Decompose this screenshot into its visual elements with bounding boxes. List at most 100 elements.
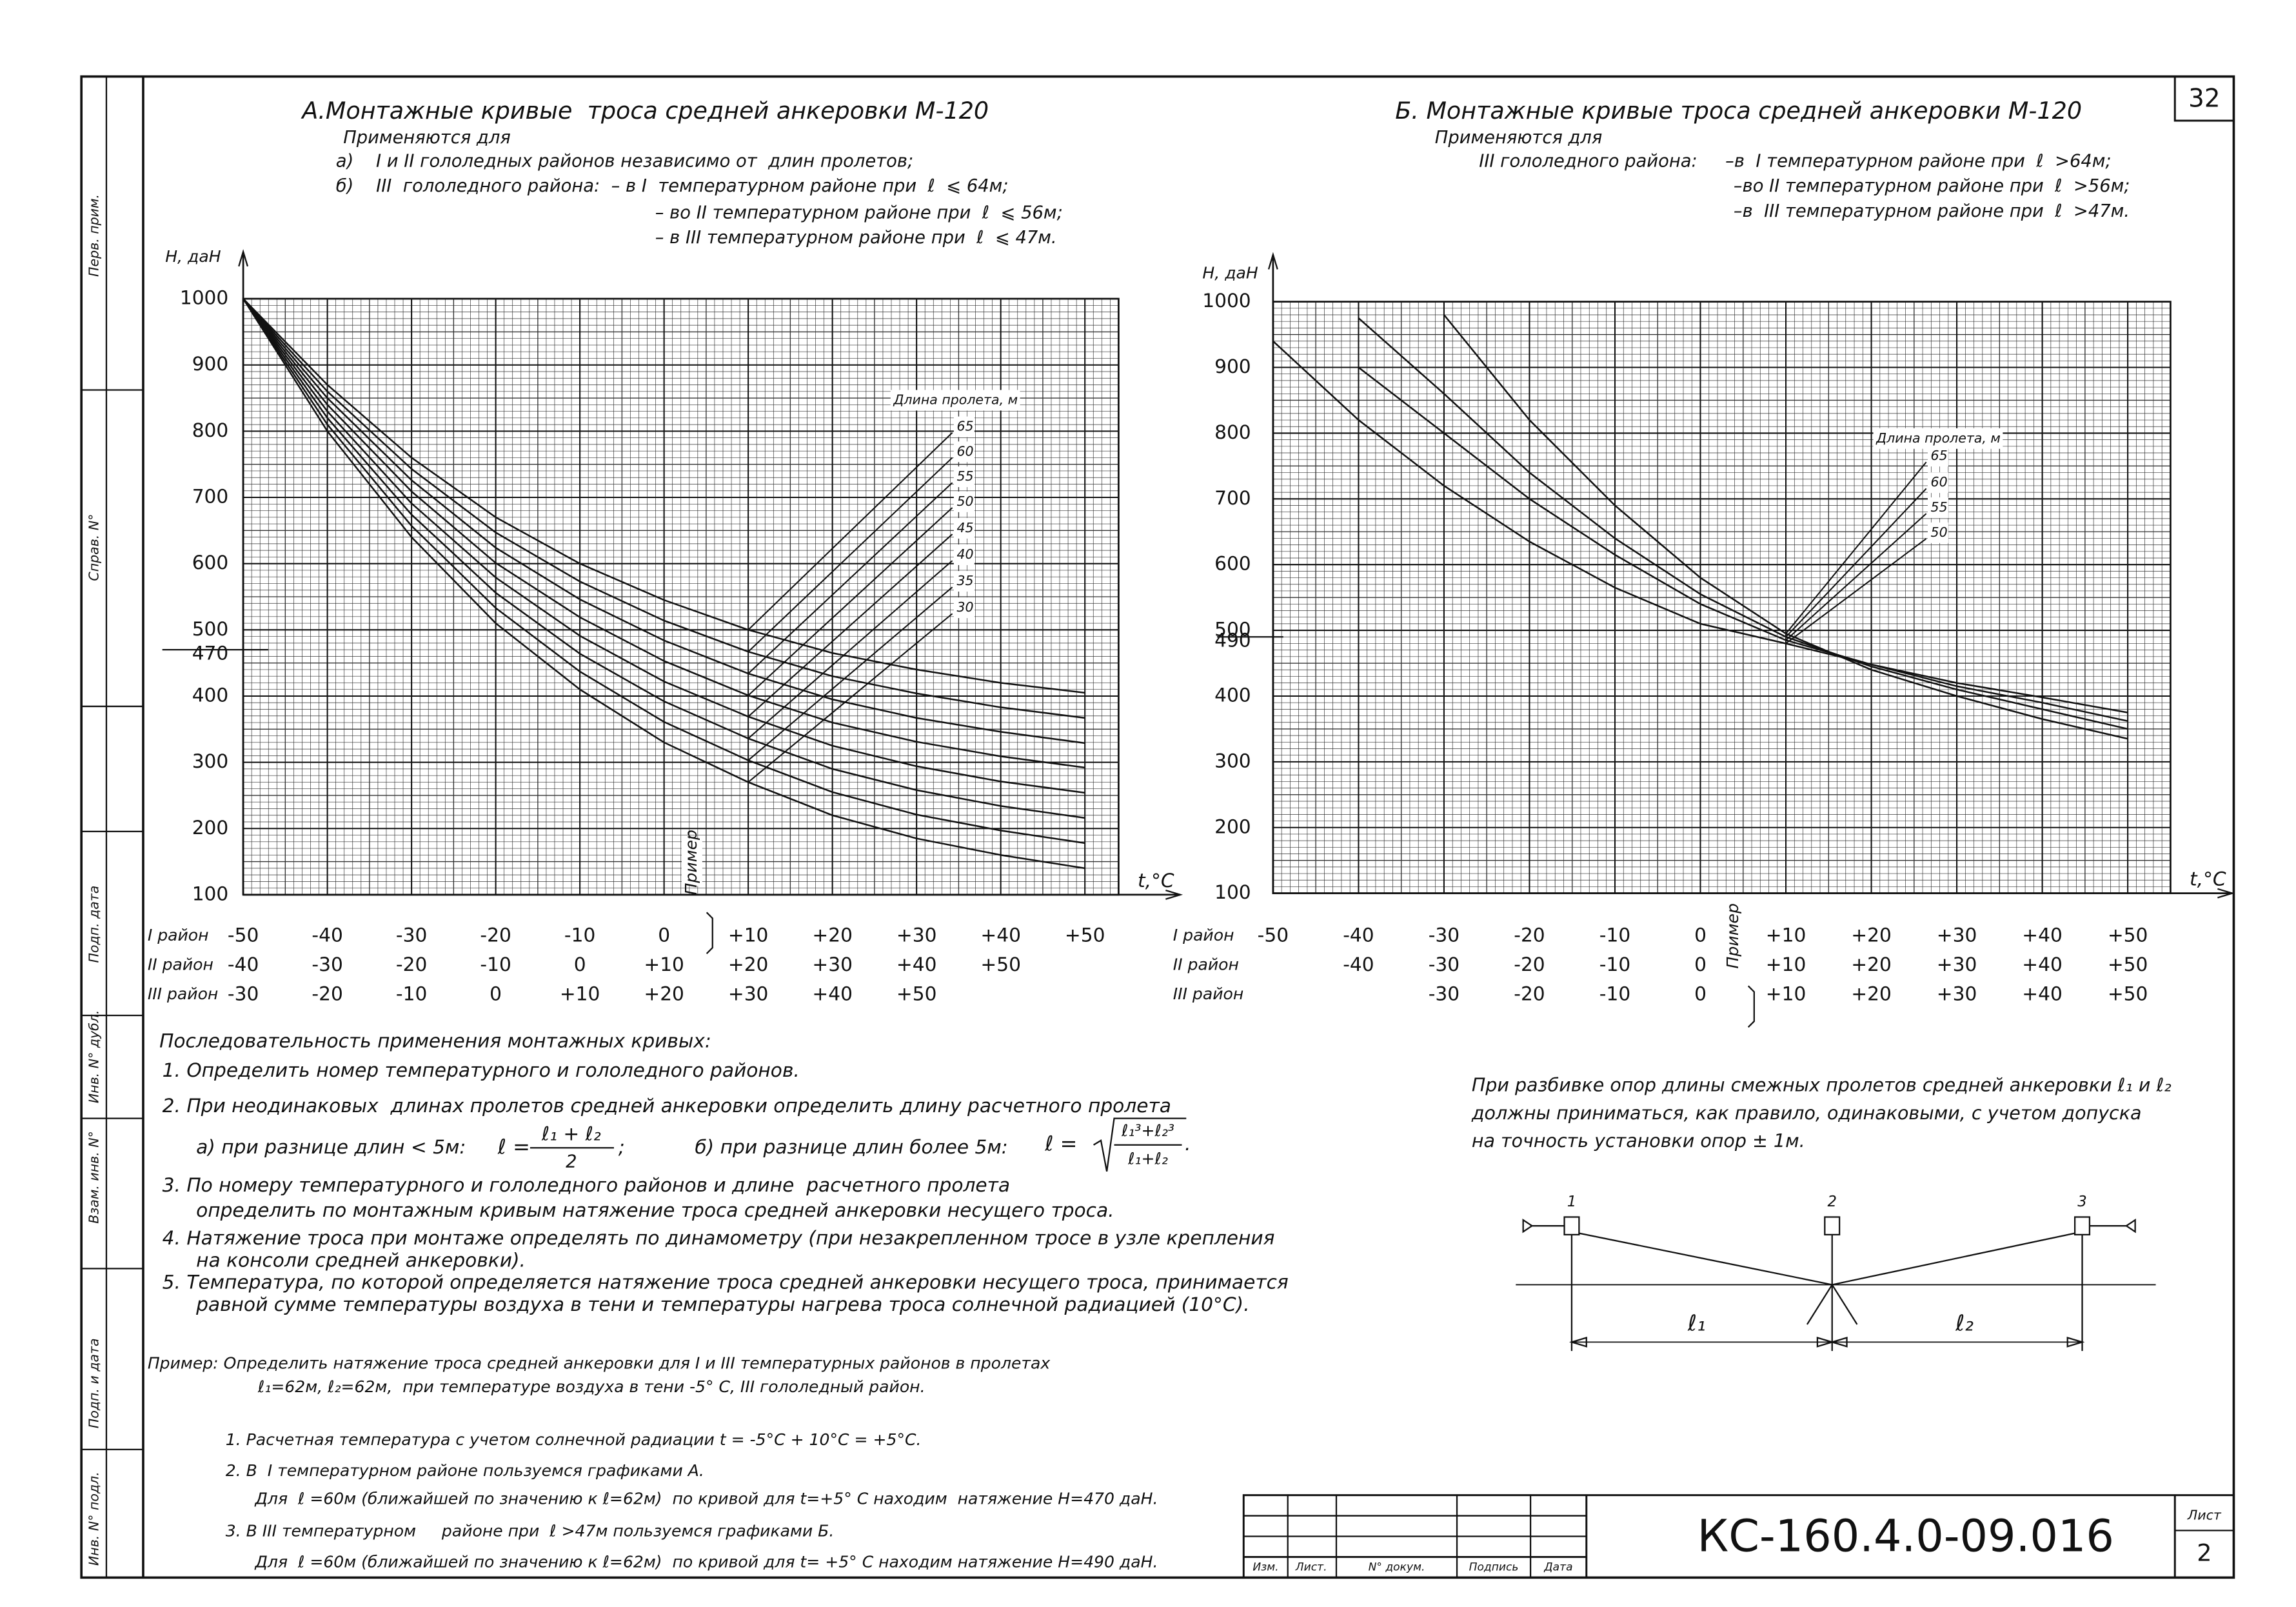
legend-entry: 45: [956, 520, 973, 535]
leader-line: [1785, 538, 1927, 644]
legend-title: Длина пролета, м: [1875, 430, 2001, 446]
x-tick-label: 0: [1694, 953, 1707, 975]
y-arrow: [238, 249, 249, 267]
x-tick-label: +10: [1766, 923, 1806, 946]
x-tick-label: -50: [1258, 923, 1289, 946]
x-tick-label: -10: [1599, 923, 1630, 946]
y-tick-label: 100: [1214, 881, 1251, 903]
x-tick-label: +50: [2108, 983, 2148, 1005]
legend-entry: 55: [956, 468, 973, 484]
row-label: I район: [1173, 926, 1234, 944]
stamp-label: Инв. N° подл.: [86, 1472, 102, 1566]
formula-lhs: ℓ =: [1044, 1132, 1077, 1156]
x-tick-label: +30: [896, 923, 937, 946]
y-tick-label: 400: [1214, 683, 1251, 706]
x-tick-label: -40: [1343, 923, 1374, 946]
legend-title-box: [1873, 428, 2003, 449]
x-tick-label: -40: [228, 953, 259, 975]
formula-tail: ;: [619, 1135, 625, 1158]
legend-box: [953, 597, 975, 619]
chart-subtitle: Применяются для: [343, 128, 511, 148]
tb-header: Лист.: [1295, 1561, 1327, 1573]
legend-box: [953, 491, 975, 512]
leader-line: [747, 432, 953, 631]
y-tick-label: 800: [192, 419, 229, 441]
procedure-line: 1. Определить номер температурного и гол…: [163, 1059, 800, 1081]
curve: [1358, 317, 2128, 730]
x-tick-label: +50: [1065, 923, 1105, 946]
curve: [242, 298, 1085, 744]
marked-value-label: 490: [1214, 629, 1251, 652]
x-axis-label: t,°C: [1138, 869, 1174, 892]
curve: [242, 298, 1085, 719]
x-tick-label: +50: [980, 953, 1021, 975]
y-tick-label: 700: [192, 485, 229, 508]
procedure-line: равной сумме температуры воздуха в тени …: [195, 1293, 1249, 1315]
y-tick-label: 600: [1214, 552, 1251, 575]
leader-line: [1785, 461, 1927, 634]
y-axis-label: Н, даН: [165, 247, 221, 266]
procedure-line: 3. По номеру температурного и гололедног…: [163, 1173, 1010, 1196]
x-tick-label: 0: [1694, 923, 1707, 946]
procedure-line: 2. При неодинаковых длинах пролетов сред…: [163, 1094, 1171, 1117]
leader-line: [1785, 513, 1927, 641]
x-tick-label: +50: [896, 983, 937, 1005]
x-tick-label: +30: [1937, 923, 1977, 946]
drawing-code: КС-160.4.0-09.016: [1697, 1511, 2114, 1562]
formula-denominator: ℓ₁+ℓ₂: [1127, 1150, 1168, 1168]
x-tick-label: -30: [1429, 983, 1460, 1005]
legend-entry: 60: [956, 443, 973, 459]
support-label: 2: [1827, 1193, 1837, 1210]
diagram-anchor: [1522, 1218, 1534, 1233]
x-tick-label: +30: [1937, 983, 1977, 1005]
leader-line: [747, 457, 953, 652]
example-box: [1723, 912, 1744, 960]
example-line: 2. В I температурном районе пользуемся г…: [226, 1461, 704, 1480]
legend-box: [953, 466, 975, 488]
x-tick-label: -10: [480, 953, 511, 975]
legend-entry: 65: [1931, 448, 1948, 463]
formula-lhs: ℓ =: [497, 1134, 530, 1159]
note-line: должны приниматься, как правило, одинако…: [1471, 1103, 2142, 1124]
legend-box: [953, 441, 975, 463]
curve: [1272, 340, 2128, 714]
row-label: III район: [1173, 984, 1243, 1003]
x-tick-label: +30: [728, 983, 769, 1005]
curve: [242, 298, 1085, 694]
y-tick-label: 600: [192, 551, 229, 574]
legend-entry: 35: [956, 573, 973, 588]
example-bracket: [706, 912, 713, 954]
formula-text: б) при разнице длин более 5м:: [695, 1135, 1007, 1158]
leader-line: [747, 507, 953, 696]
formula-numerator: ℓ₁³+ℓ₂³: [1121, 1121, 1174, 1140]
x-tick-label: +10: [1766, 983, 1806, 1005]
x-tick-label: -50: [228, 923, 259, 946]
x-tick-label: +10: [644, 953, 684, 975]
sheet-label: Лист: [2187, 1508, 2222, 1523]
y-tick-label: 400: [192, 683, 229, 706]
x-tick-label: +40: [896, 953, 937, 975]
y-tick-label: 700: [1214, 486, 1251, 509]
example-box: [681, 839, 702, 886]
leader-line: [1785, 488, 1927, 637]
y-tick-label: 200: [192, 816, 229, 839]
procedure-line: 4. Натяжение троса при монтаже определят…: [163, 1226, 1275, 1249]
support-label: 3: [2077, 1193, 2087, 1210]
curve: [242, 298, 1085, 844]
diagram-wire: [1579, 1232, 1832, 1286]
note-line: При разбивке опор длины смежных пролетов…: [1472, 1074, 2172, 1095]
row-label: II район: [1173, 955, 1239, 973]
x-arrow: [2217, 888, 2235, 899]
procedure-line: на консоли средней анкеровки).: [196, 1248, 526, 1271]
x-tick-label: -10: [1599, 983, 1630, 1005]
span-label: ℓ₁: [1687, 1311, 1706, 1337]
legend-entry: 30: [956, 599, 973, 615]
x-tick-label: +40: [2022, 923, 2063, 946]
example-label: Пример: [682, 830, 700, 895]
x-tick-label: +40: [2022, 953, 2063, 975]
tb-header: N° докум.: [1369, 1561, 1425, 1573]
stamp-label: Перв. прим.: [86, 194, 102, 277]
curve: [1443, 314, 2128, 740]
chart-subtitle: б) III гололедного района: – в I темпера…: [336, 176, 1009, 196]
y-tick-label: 900: [1214, 355, 1251, 377]
